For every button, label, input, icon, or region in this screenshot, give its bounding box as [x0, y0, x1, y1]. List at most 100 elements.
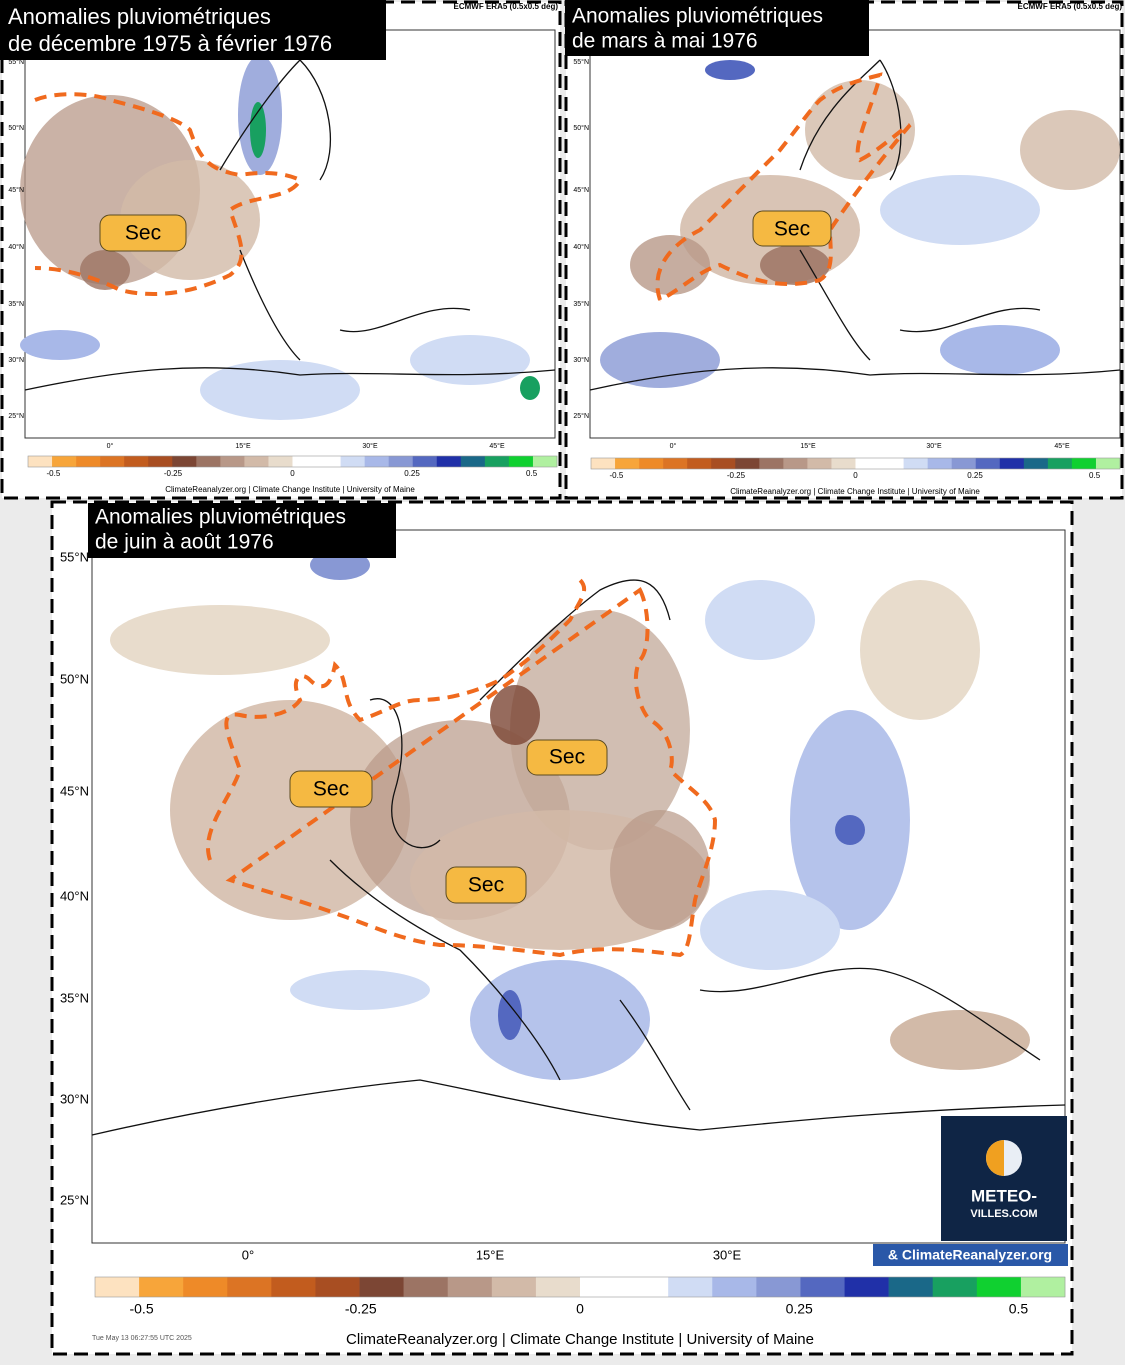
- colorbar-cell: [28, 456, 53, 467]
- attribution: & ClimateReanalyzer.org: [888, 1247, 1052, 1263]
- lat-label: 45°N: [8, 186, 24, 194]
- colorbar-cell: [668, 1277, 713, 1297]
- map-label: Sec: [774, 218, 810, 241]
- lat-label: 25°N: [573, 412, 589, 420]
- panel-title: de juin à août 1976: [95, 531, 274, 554]
- colorbar-cell: [807, 458, 832, 469]
- source-header: ECMWF ERA5 (0.5x0.5 deg): [1018, 2, 1123, 11]
- colorbar-cell: [879, 458, 904, 469]
- lon-label: 15°E: [800, 442, 816, 450]
- panel-title: de décembre 1975 à février 1976: [8, 31, 332, 56]
- colorbar-cell: [580, 1277, 625, 1297]
- dry-outline: [655, 72, 912, 302]
- colorbar-cell: [340, 456, 365, 467]
- lat-label: 30°N: [8, 356, 24, 364]
- lon-label: 45°E: [489, 442, 505, 450]
- colorbar-cell: [1023, 458, 1049, 469]
- title-box: [0, 0, 386, 60]
- colorbar-cell: [292, 456, 317, 467]
- label-badge: [445, 866, 527, 904]
- panel-title: Anomalies pluviométriques: [95, 506, 346, 529]
- panel-title: Anomalies pluviométriques: [572, 5, 823, 28]
- lat-label: 50°N: [60, 671, 89, 686]
- colorbar-border: [27, 455, 558, 468]
- colorbar-cell: [95, 1277, 140, 1297]
- anomaly-patches: [110, 550, 1030, 1080]
- colorbar-tick-label: 0.5: [1009, 1301, 1029, 1317]
- colorbar-cell: [927, 458, 952, 469]
- lon-label: 15°E: [235, 442, 251, 450]
- colorbar-cell: [124, 456, 149, 467]
- colorbar-cell: [783, 458, 808, 469]
- colorbar-cell: [932, 1277, 978, 1297]
- colorbar-tick-label: 0: [290, 469, 295, 478]
- colorbar-cell: [951, 458, 977, 469]
- map-label: Sec: [125, 222, 161, 245]
- dry-outline: [206, 578, 718, 958]
- title-box: [565, 0, 869, 56]
- colorbar-cell: [271, 1277, 316, 1297]
- colorbar-cell: [888, 1277, 934, 1297]
- credit: ClimateReanalyzer.org | Climate Change I…: [165, 485, 415, 494]
- lat-label: 35°N: [573, 300, 589, 308]
- colorbar-cell: [663, 458, 688, 469]
- attribution-box: [873, 1244, 1068, 1266]
- colorbar-cell: [139, 1277, 184, 1297]
- colorbar-cell: [148, 456, 173, 467]
- lat-label: 25°N: [8, 412, 24, 420]
- colorbar-cell: [831, 458, 856, 469]
- colorbar-cell: [532, 456, 558, 467]
- map-label: Sec: [549, 746, 585, 769]
- colorbar-cell: [172, 456, 197, 467]
- lat-label: 55°N: [60, 549, 89, 564]
- colorbar-cell: [359, 1277, 404, 1297]
- lat-label: 30°N: [60, 1091, 89, 1106]
- lon-label: 30°E: [713, 1247, 742, 1262]
- colorbar-cell: [52, 456, 77, 467]
- colorbar-tick-label: 0.5: [526, 469, 538, 478]
- lat-label: 40°N: [8, 243, 24, 251]
- dry-outline: [34, 92, 303, 297]
- colorbar-tick-label: 0: [853, 471, 858, 480]
- lon-label: 45°E: [1054, 442, 1070, 450]
- colorbar-cell: [999, 458, 1025, 469]
- credit: ClimateReanalyzer.org | Climate Change I…: [730, 487, 980, 496]
- label-badge: [526, 739, 608, 776]
- lat-label: 45°N: [573, 186, 589, 194]
- logo-text: VILLES.COM: [970, 1208, 1037, 1220]
- lat-label: 50°N: [8, 124, 24, 132]
- colorbar-cell: [436, 456, 462, 467]
- timestamp: Tue May 13 06:27:55 UTC 2025: [92, 1335, 192, 1342]
- credit: ClimateReanalyzer.org | Climate Change I…: [346, 1331, 814, 1348]
- colorbar-cell: [316, 456, 341, 467]
- logo-text: METEO-: [971, 1186, 1037, 1205]
- label-badge: [99, 214, 187, 252]
- colorbar-cell: [903, 458, 928, 469]
- colorbar-cell: [800, 1277, 845, 1297]
- map-label: Sec: [313, 778, 349, 801]
- colorbar-cell: [624, 1277, 669, 1297]
- colorbar-cell: [976, 1277, 1022, 1297]
- lon-label: 30°E: [362, 442, 378, 450]
- source-header: ECMWF ERA5 (0.5x0.5 deg): [454, 2, 559, 11]
- colorbar-cell: [1095, 458, 1121, 469]
- colorbar-cell: [491, 1277, 537, 1297]
- lon-label: 30°E: [926, 442, 942, 450]
- lat-label: 40°N: [573, 243, 589, 251]
- colorbar-cell: [484, 456, 510, 467]
- colorbar-cell: [244, 456, 269, 467]
- coastline: [24, 59, 556, 391]
- colorbar-cell: [756, 1277, 801, 1297]
- lon-label: 0°: [242, 1247, 254, 1262]
- colorbar-border: [94, 1276, 1066, 1298]
- lat-label: 35°N: [8, 300, 24, 308]
- logo-icon: [986, 1140, 1004, 1176]
- colorbar-cell: [687, 458, 712, 469]
- colorbar-cell: [364, 456, 389, 467]
- colorbar-cell: [591, 458, 616, 469]
- panel-title: de mars à mai 1976: [572, 30, 758, 53]
- colorbar-cell: [1047, 458, 1073, 469]
